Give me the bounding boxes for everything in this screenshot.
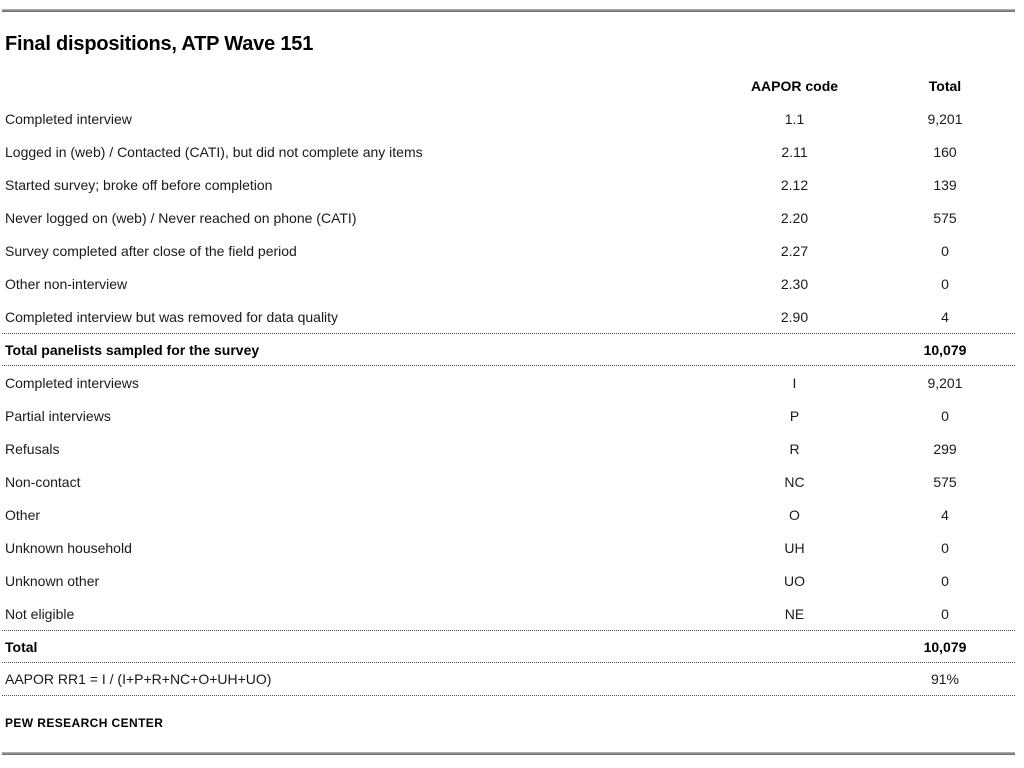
table-row: Refusals R 299 [2,432,1015,465]
row-aapor-code: 2.90 [780,308,809,325]
table-row: Logged in (web) / Contacted (CATI), but … [2,135,1015,168]
table-row: Total panelists sampled for the survey 1… [2,333,1015,366]
row-total: 4 [941,308,949,325]
row-label: Unknown other [5,572,100,589]
row-total: 0 [941,407,949,424]
bottom-divider [2,752,1015,755]
row-label: Refusals [5,440,60,457]
table-row: Not eligible NE 0 [2,597,1015,630]
row-label: Survey completed after close of the fiel… [5,242,297,259]
row-total: 575 [933,473,957,490]
column-header-total: Total [928,78,962,94]
row-aapor-code: I [792,374,797,391]
row-label: Non-contact [5,473,81,490]
row-total: 9,201 [927,110,963,127]
row-aapor-code: NC [784,473,805,490]
row-label: Other non-interview [5,275,128,292]
row-total: 160 [933,143,957,160]
row-aapor-code: 2.30 [780,275,809,292]
row-label: Total [5,638,38,655]
row-label: Completed interview [5,110,132,127]
row-total: 10,079 [923,341,967,358]
row-aapor-code: 2.12 [780,176,809,193]
row-aapor-code: UH [784,539,805,556]
table-header-row: AAPOR code Total [2,70,1015,102]
row-aapor-code: 2.20 [780,209,809,226]
row-label: Completed interviews [5,374,139,391]
table-row: Partial interviews P 0 [2,399,1015,432]
row-label: Started survey; broke off before complet… [5,176,273,193]
row-total: 0 [941,605,949,622]
table-row: Started survey; broke off before complet… [2,168,1015,201]
page-title: Final dispositions, ATP Wave 151 [5,33,314,55]
row-total: 299 [933,440,957,457]
row-total: 0 [941,572,949,589]
table-row: Completed interview 1.1 9,201 [2,102,1015,135]
row-label: Completed interview but was removed for … [5,308,339,325]
row-label: Never logged on (web) / Never reached on… [5,209,357,226]
row-aapor-code: O [789,506,800,523]
table-row: Total 10,079 [2,630,1015,663]
row-label: Partial interviews [5,407,111,424]
table-row: Completed interviews I 9,201 [2,366,1015,399]
column-header-aapor-code: AAPOR code [750,78,839,94]
row-total: 575 [933,209,957,226]
row-label: Logged in (web) / Contacted (CATI), but … [5,143,423,160]
table-row: Other non-interview 2.30 0 [2,267,1015,300]
table-row: Unknown other UO 0 [2,564,1015,597]
table-row: Survey completed after close of the fiel… [2,234,1015,267]
row-total: 9,201 [927,374,963,391]
row-aapor-code: 2.11 [781,143,808,160]
table-row: Other O 4 [2,498,1015,531]
row-label: Not eligible [5,605,75,622]
table-row: AAPOR RR1 = I / (I+P+R+NC+O+UH+UO) 91% [2,663,1015,696]
table-row: Unknown household UH 0 [2,531,1015,564]
row-aapor-code: UO [784,572,805,589]
row-total: 0 [941,242,949,259]
table-row: Never logged on (web) / Never reached on… [2,201,1015,234]
row-label: AAPOR RR1 = I / (I+P+R+NC+O+UH+UO) [5,671,272,687]
table-row: Non-contact NC 575 [2,465,1015,498]
row-aapor-code: R [789,440,800,457]
row-label: Other [5,506,41,523]
row-aapor-code: NE [784,605,805,622]
dispositions-report: Final dispositions, ATP Wave 151 AAPOR c… [2,9,1015,755]
row-total: 0 [941,539,949,556]
row-total: 139 [933,176,957,193]
row-label: Total panelists sampled for the survey [5,341,260,358]
source-label: PEW RESEARCH CENTER [5,716,164,730]
table-body: Completed interview 1.1 9,201 Logged in … [2,102,1015,696]
row-aapor-code: 1.1 [784,110,805,127]
row-aapor-code: P [789,407,800,424]
top-divider [2,9,1015,12]
table-row: Completed interview but was removed for … [2,300,1015,333]
row-total: 10,079 [923,638,967,655]
row-total: 0 [941,275,949,292]
row-total: 91% [930,671,960,687]
row-aapor-code: 2.27 [780,242,809,259]
row-label: Unknown household [5,539,132,556]
row-total: 4 [941,506,949,523]
